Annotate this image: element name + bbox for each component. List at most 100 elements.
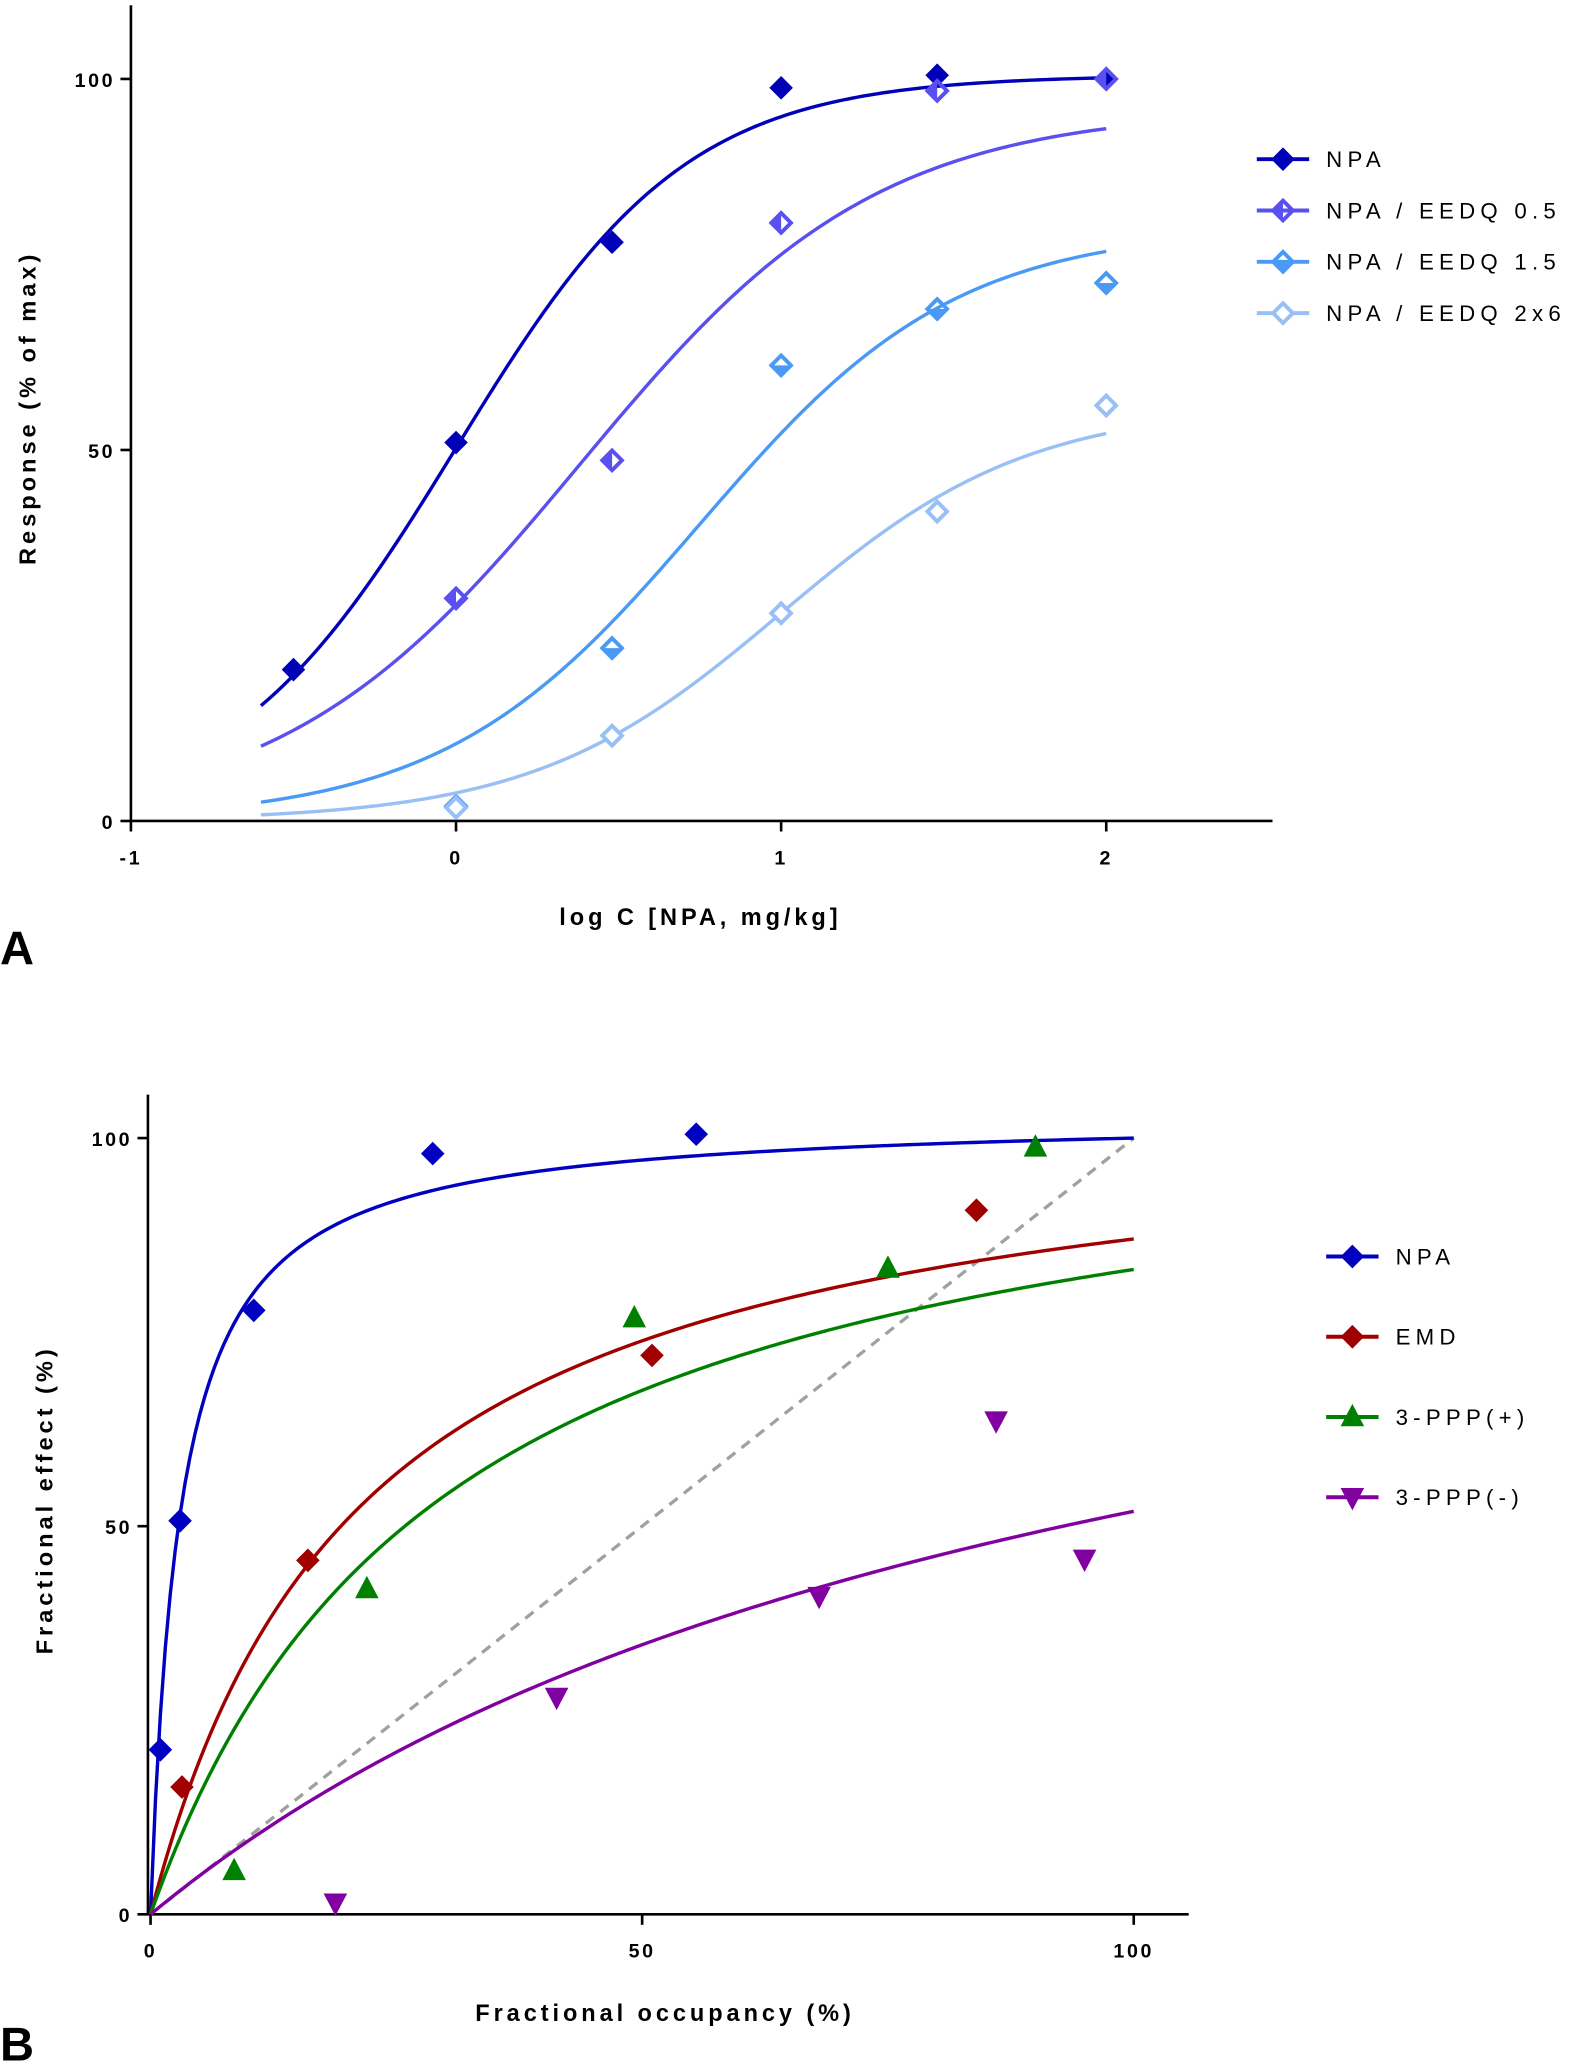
- data-point: [984, 1411, 1008, 1434]
- triangle-down-marker: [323, 1893, 348, 1916]
- panel-label-b: B: [0, 2018, 34, 2063]
- data-point: [355, 1575, 379, 1599]
- y-tick-label: 100: [92, 1129, 133, 1151]
- x-tick-label: 0: [449, 847, 463, 869]
- fit-curve-npa-eedq-2x6: [260, 431, 1107, 817]
- triangle-up-marker: [876, 1255, 900, 1278]
- diamond-outline: [599, 635, 625, 661]
- data-point: [281, 657, 306, 682]
- data-point: [1093, 392, 1119, 419]
- legend-marker: [1270, 249, 1296, 275]
- x-tick-label: 100: [1113, 1941, 1154, 1963]
- data-point: [622, 1305, 647, 1328]
- legend-label: NPA / EEDQ 1.5: [1326, 250, 1561, 275]
- data-point: [443, 585, 469, 612]
- data-point: [684, 1122, 709, 1147]
- triangle-up-marker: [355, 1575, 379, 1599]
- diamond-outline: [443, 585, 469, 612]
- legend-marker: [1270, 197, 1296, 224]
- diamond-outline: [924, 498, 950, 525]
- diamond-outline: [1270, 300, 1296, 326]
- data-point: [168, 1508, 192, 1533]
- legend-item: NPA / EEDQ 1.5: [1256, 249, 1561, 275]
- data-point: [599, 447, 625, 474]
- diamond-marker: [148, 1737, 173, 1762]
- y-axis-label-b: Fractional effect (%): [32, 1345, 58, 1654]
- data-point: [876, 1255, 900, 1278]
- diamond-outline: [768, 352, 794, 379]
- diamond-outline: [1093, 66, 1119, 92]
- diamond-outline: [768, 600, 794, 626]
- data-point: [599, 635, 625, 661]
- data-point: [925, 63, 949, 88]
- triangle-down-marker: [544, 1687, 569, 1711]
- diamond-marker: [168, 1508, 192, 1533]
- data-point: [222, 1857, 246, 1881]
- triangle-down-marker: [807, 1586, 831, 1610]
- y-tick-label: 50: [105, 1517, 132, 1539]
- fit-curve-npa-eedq-1-5: [260, 249, 1107, 804]
- x-tick-label: 0: [144, 1941, 158, 1963]
- panel-label-a: A: [0, 922, 34, 975]
- legend-item: NPA / EEDQ 2x6: [1256, 300, 1566, 326]
- data-point: [964, 1198, 989, 1223]
- diamond-marker: [420, 1141, 445, 1166]
- diamond-marker: [1340, 1324, 1365, 1349]
- diamond-outline: [924, 78, 950, 104]
- data-point: [924, 498, 950, 525]
- fit-curve-npa-eedq-0-5: [260, 126, 1107, 748]
- diamond-marker: [170, 1775, 194, 1799]
- data-point: [420, 1141, 445, 1166]
- diamond-marker: [769, 76, 793, 100]
- data-point: [1023, 1134, 1048, 1157]
- x-tick-label: 50: [629, 1941, 656, 1963]
- triangle-up-marker: [222, 1857, 246, 1881]
- triangle-up-marker: [622, 1305, 647, 1328]
- triangle-up-marker: [1023, 1134, 1048, 1157]
- diamond-marker: [1340, 1244, 1365, 1269]
- diamond-marker: [640, 1343, 664, 1368]
- y-tick-label: 0: [119, 1905, 133, 1927]
- x-axis-label-a: log C [NPA, mg/kg]: [559, 905, 841, 931]
- legend-label: NPA: [1396, 1244, 1456, 1269]
- data-point: [924, 78, 950, 104]
- triangle-down-marker: [984, 1411, 1008, 1434]
- data-point: [924, 296, 950, 322]
- chart-b: B Fractional occupancy (%) Fractional ef…: [0, 1094, 1530, 2063]
- diamond-marker: [600, 230, 624, 255]
- data-point: [544, 1687, 569, 1711]
- legend-label: NPA: [1326, 147, 1386, 172]
- legend-marker: [1340, 1244, 1365, 1269]
- legend-marker: [1340, 1488, 1365, 1511]
- diamond-outline: [599, 447, 625, 474]
- legend-label: EMD: [1396, 1325, 1461, 1350]
- legend-item: 3-PPP(+): [1326, 1403, 1530, 1430]
- legend-item: NPA / EEDQ 0.5: [1256, 197, 1561, 224]
- legend-label: NPA / EEDQ 2x6: [1326, 301, 1566, 326]
- diamond-marker: [1271, 147, 1295, 172]
- y-tick-label: 0: [102, 812, 116, 834]
- data-point: [768, 352, 794, 379]
- data-point: [768, 600, 794, 626]
- diamond-outline: [1093, 270, 1119, 296]
- legend-marker: [1340, 1403, 1365, 1427]
- legend-label: NPA / EEDQ 0.5: [1326, 198, 1561, 223]
- diamond-outline: [443, 794, 469, 821]
- diamond-marker: [925, 63, 949, 88]
- x-tick-label: 1: [774, 847, 788, 869]
- diamond-outline: [1270, 249, 1296, 275]
- diamond-marker: [281, 657, 306, 682]
- y-tick-label: 100: [75, 70, 116, 92]
- data-point: [599, 722, 625, 749]
- data-point: [443, 794, 469, 821]
- diamond-outline: [1093, 392, 1119, 419]
- data-point: [1093, 66, 1119, 92]
- legend-marker: [1340, 1324, 1365, 1349]
- data-point: [640, 1343, 664, 1368]
- data-point: [170, 1775, 194, 1799]
- data-point: [768, 210, 794, 236]
- y-tick-label: 50: [88, 441, 115, 463]
- legend-label: 3-PPP(+): [1396, 1405, 1530, 1430]
- diamond-outline: [1270, 197, 1296, 224]
- x-tick-label: -1: [120, 847, 143, 869]
